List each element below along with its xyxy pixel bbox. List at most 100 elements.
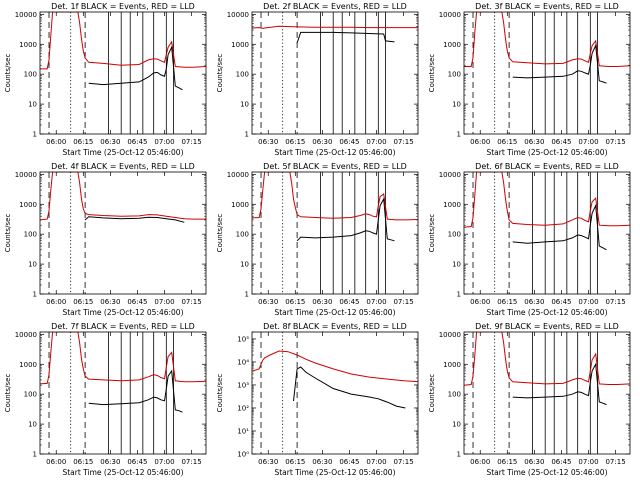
chart-panel-4: Det. 4f BLACK = Events, RED = LLD Counts/… (4, 162, 207, 317)
x-tick-label: 06:45 (551, 138, 571, 146)
y-tick-label: 100 (24, 391, 37, 399)
y-tick-label: 1000 (19, 41, 37, 49)
series-black-events (296, 31, 395, 44)
chart-panel-6: Det. 6f BLACK = Events, RED = LLD Counts/… (428, 162, 631, 317)
y-tick-label: 100 (236, 231, 249, 239)
series-red-lld (40, 12, 206, 70)
chart-title: Det. 4f BLACK = Events, RED = LLD (51, 162, 195, 171)
x-tick-label: 06:30 (100, 298, 120, 306)
y-tick-label: 10 (452, 421, 461, 429)
y-tick-label: 1 (33, 451, 37, 459)
y-tick-label: 100 (236, 71, 249, 79)
x-tick-label: 07:15 (393, 138, 413, 146)
series-black-events (88, 45, 183, 91)
x-tick-label: 06:45 (339, 138, 359, 146)
x-tick-label: 06:45 (339, 298, 359, 306)
y-axis-label: Counts/sec (4, 374, 12, 413)
y-tick-label: 10³ (237, 381, 249, 389)
y-tick-label: 10000 (439, 171, 461, 179)
y-tick-label: 1000 (443, 41, 461, 49)
y-tick-label: 100 (448, 231, 461, 239)
series-red-lld (40, 172, 206, 221)
y-axis-label: Counts/sec (428, 54, 436, 93)
x-axis-label: Start Time (25-Oct-12 05:46:00) (486, 308, 607, 317)
x-tick-label: 06:30 (258, 458, 278, 466)
y-tick-label: 1 (457, 131, 461, 139)
chart-title: Det. 6f BLACK = Events, RED = LLD (475, 162, 619, 171)
y-tick-label: 100 (24, 71, 37, 79)
chart-title: Det. 3f BLACK = Events, RED = LLD (475, 2, 619, 11)
x-tick-label: 07:15 (181, 298, 201, 306)
plot-frame (463, 331, 631, 455)
x-tick-label: 07:00 (578, 138, 598, 146)
x-tick-label: 07:00 (366, 458, 386, 466)
chart-title: Det. 8f BLACK = Events, RED = LLD (263, 322, 407, 331)
x-tick-label: 07:00 (578, 458, 598, 466)
x-tick-label: 06:45 (127, 458, 147, 466)
y-tick-label: 10 (28, 101, 37, 109)
plot-frame (39, 331, 207, 455)
y-tick-label: 10000 (439, 11, 461, 19)
y-tick-label: 10⁴ (237, 358, 249, 366)
series-black-events (84, 216, 185, 223)
x-tick-label: 06:15 (285, 458, 305, 466)
y-tick-label: 10¹ (237, 427, 249, 435)
x-tick-label: 06:15 (497, 458, 517, 466)
x-tick-label: 07:15 (181, 138, 201, 146)
chart-panel-9: Det. 9f BLACK = Events, RED = LLD Counts/… (428, 322, 631, 477)
y-tick-label: 1000 (231, 41, 249, 49)
x-tick-label: 07:15 (605, 138, 625, 146)
y-tick-label: 10 (28, 261, 37, 269)
series-black-events (296, 197, 395, 242)
series-red-lld (252, 25, 418, 29)
y-tick-label: 10000 (227, 171, 249, 179)
y-tick-label: 1000 (19, 361, 37, 369)
plot-frame (39, 11, 207, 135)
y-tick-label: 10 (28, 421, 37, 429)
x-tick-label: 06:30 (100, 138, 120, 146)
x-tick-label: 06:15 (73, 138, 93, 146)
x-tick-label: 07:15 (605, 458, 625, 466)
x-tick-label: 07:00 (578, 298, 598, 306)
series-red-lld (464, 332, 630, 386)
y-tick-label: 1000 (19, 201, 37, 209)
x-tick-label: 06:15 (73, 458, 93, 466)
x-tick-label: 06:00 (46, 458, 66, 466)
x-tick-label: 06:00 (46, 298, 66, 306)
y-tick-label: 1000 (443, 201, 461, 209)
x-tick-label: 06:30 (524, 138, 544, 146)
x-tick-label: 06:45 (339, 458, 359, 466)
y-tick-label: 10 (452, 101, 461, 109)
x-tick-label: 06:45 (551, 458, 571, 466)
chart-title: Det. 9f BLACK = Events, RED = LLD (475, 322, 619, 331)
y-tick-label: 10000 (15, 11, 37, 19)
chart-title: Det. 7f BLACK = Events, RED = LLD (51, 322, 195, 331)
y-tick-label: 10 (240, 261, 249, 269)
series-red-lld (464, 172, 630, 228)
y-axis-label: Counts/sec (428, 374, 436, 413)
series-red-lld (252, 350, 418, 383)
y-tick-label: 100 (448, 391, 461, 399)
x-tick-label: 07:15 (181, 458, 201, 466)
y-tick-label: 10000 (227, 11, 249, 19)
x-tick-label: 06:15 (285, 138, 305, 146)
x-axis-label: Start Time (25-Oct-12 05:46:00) (274, 468, 395, 477)
y-tick-label: 10² (237, 404, 249, 412)
series-black-events (512, 43, 607, 84)
series-red-lld (252, 172, 418, 221)
y-tick-label: 1000 (443, 361, 461, 369)
x-tick-label: 06:15 (497, 298, 517, 306)
x-tick-label: 06:30 (524, 298, 544, 306)
chart-title: Det. 5f BLACK = Events, RED = LLD (263, 162, 407, 171)
x-axis-label: Start Time (25-Oct-12 05:46:00) (274, 148, 395, 157)
y-tick-label: 100 (448, 71, 461, 79)
plot-frame (463, 11, 631, 135)
plot-frame (39, 171, 207, 295)
series-black-events (293, 366, 406, 409)
chart-panel-7: Det. 7f BLACK = Events, RED = LLD Counts/… (4, 322, 207, 477)
series-black-events (512, 203, 607, 251)
x-axis-label: Start Time (25-Oct-12 05:46:00) (62, 148, 183, 157)
x-tick-label: 06:15 (285, 298, 305, 306)
x-tick-label: 07:15 (393, 458, 413, 466)
y-tick-label: 10 (240, 101, 249, 109)
